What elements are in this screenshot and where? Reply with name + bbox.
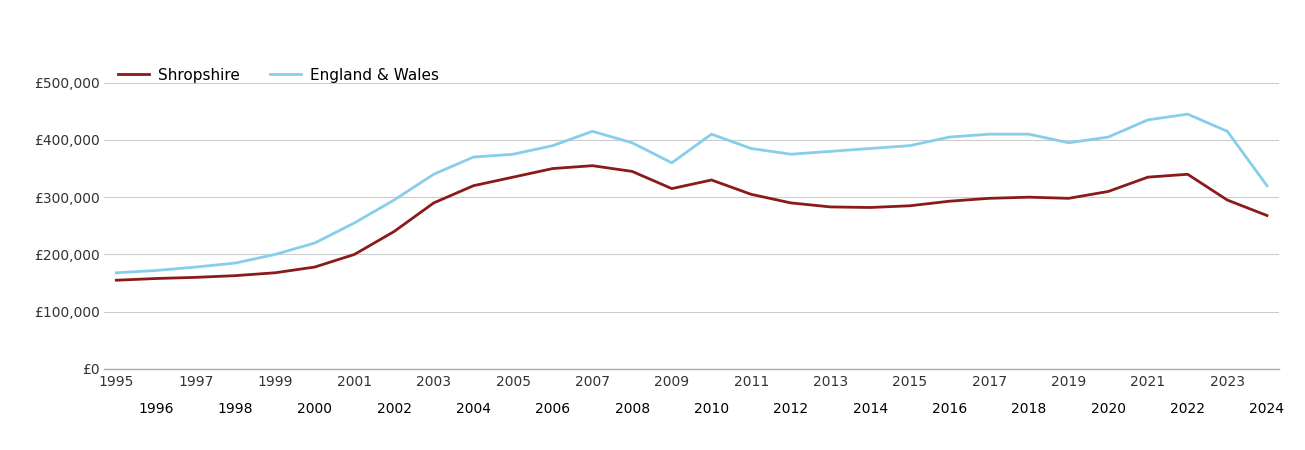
England & Wales (902, 143, 917, 148)
Shropshire (1219, 198, 1235, 203)
Line: Shropshire: Shropshire (116, 166, 1267, 280)
England & Wales (703, 131, 719, 137)
Shropshire (1100, 189, 1116, 194)
Shropshire (981, 196, 997, 201)
Shropshire (783, 200, 799, 206)
Shropshire (188, 274, 204, 280)
Shropshire (1061, 196, 1077, 201)
Shropshire (624, 169, 639, 174)
England & Wales (149, 268, 164, 273)
Shropshire (347, 252, 363, 257)
England & Wales (1219, 129, 1235, 134)
Shropshire (1180, 171, 1195, 177)
Shropshire (108, 278, 124, 283)
Shropshire (1259, 213, 1275, 218)
England & Wales (783, 152, 799, 157)
Shropshire (744, 192, 760, 197)
England & Wales (466, 154, 482, 160)
Shropshire (386, 229, 402, 234)
Shropshire (703, 177, 719, 183)
England & Wales (981, 131, 997, 137)
England & Wales (1180, 112, 1195, 117)
Line: England & Wales: England & Wales (116, 114, 1267, 273)
England & Wales (1021, 131, 1036, 137)
England & Wales (863, 146, 878, 151)
Shropshire (307, 264, 322, 270)
Shropshire (425, 200, 441, 206)
England & Wales (744, 146, 760, 151)
Shropshire (149, 276, 164, 281)
Shropshire (822, 204, 838, 210)
England & Wales (505, 152, 521, 157)
Shropshire (1021, 194, 1036, 200)
Shropshire (902, 203, 917, 208)
Shropshire (942, 198, 958, 204)
England & Wales (108, 270, 124, 275)
England & Wales (227, 261, 243, 266)
England & Wales (545, 143, 561, 148)
England & Wales (942, 135, 958, 140)
Shropshire (268, 270, 283, 275)
England & Wales (425, 171, 441, 177)
England & Wales (1061, 140, 1077, 145)
Legend: Shropshire, England & Wales: Shropshire, England & Wales (112, 62, 445, 89)
England & Wales (347, 220, 363, 225)
England & Wales (822, 148, 838, 154)
England & Wales (386, 198, 402, 203)
Shropshire (1141, 175, 1156, 180)
Shropshire (466, 183, 482, 189)
England & Wales (307, 240, 322, 246)
Shropshire (227, 273, 243, 279)
Shropshire (505, 175, 521, 180)
England & Wales (1100, 135, 1116, 140)
England & Wales (585, 129, 600, 134)
England & Wales (1259, 183, 1275, 189)
England & Wales (624, 140, 639, 145)
England & Wales (1141, 117, 1156, 122)
Shropshire (545, 166, 561, 171)
Shropshire (585, 163, 600, 168)
England & Wales (268, 252, 283, 257)
Shropshire (664, 186, 680, 191)
Shropshire (863, 205, 878, 210)
England & Wales (664, 160, 680, 166)
England & Wales (188, 264, 204, 270)
